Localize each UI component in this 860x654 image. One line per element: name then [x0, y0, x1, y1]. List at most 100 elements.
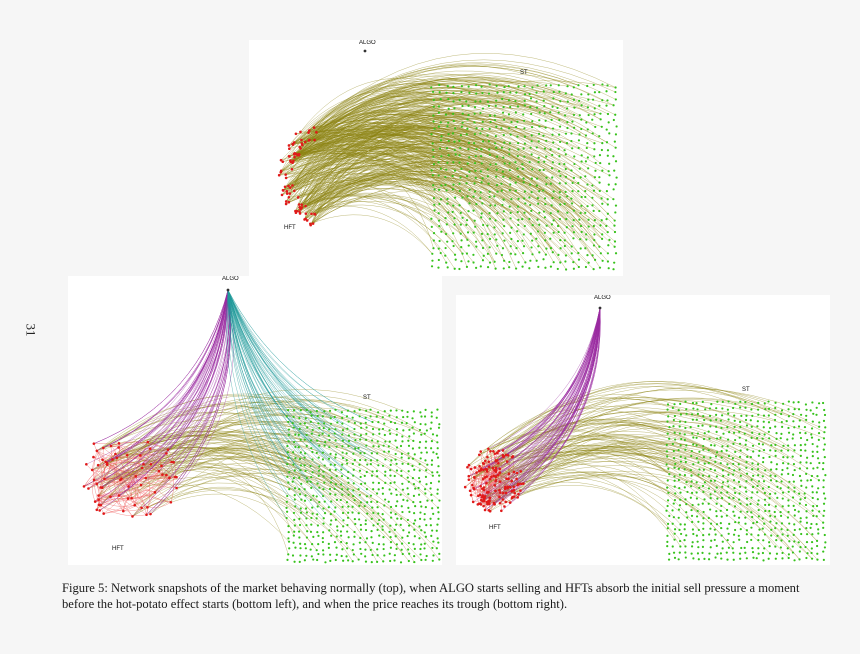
st-node	[775, 432, 778, 435]
st-node	[424, 446, 427, 449]
st-node	[787, 486, 790, 489]
st-node	[768, 541, 771, 544]
st-node	[461, 216, 464, 219]
st-node	[709, 479, 713, 482]
st-node	[577, 146, 580, 150]
st-node	[358, 541, 361, 544]
st-node	[473, 121, 476, 124]
st-node	[579, 224, 583, 228]
st-node	[615, 176, 618, 179]
st-node	[438, 423, 441, 426]
st-node	[514, 181, 517, 184]
st-node	[430, 493, 433, 496]
st-node	[737, 521, 740, 524]
st-node	[722, 474, 725, 478]
st-node	[458, 204, 461, 207]
st-node	[550, 118, 553, 122]
hft-node	[467, 478, 471, 481]
st-node	[466, 238, 469, 241]
st-node	[472, 231, 475, 234]
st-node	[363, 474, 366, 477]
st-node	[559, 203, 562, 206]
st-node	[613, 224, 616, 227]
st-node	[695, 481, 698, 484]
st-node	[481, 259, 485, 262]
st-node	[439, 167, 442, 170]
st-node	[369, 462, 372, 466]
st-node	[570, 139, 573, 143]
hft-node	[144, 476, 148, 480]
st-node	[667, 491, 670, 494]
st-node	[444, 254, 447, 257]
st-node	[503, 259, 506, 262]
st-node	[715, 544, 718, 548]
hft-node	[473, 466, 477, 469]
st-node	[531, 120, 534, 123]
st-node	[606, 198, 609, 201]
st-node	[721, 469, 725, 472]
st-node	[587, 98, 590, 101]
st-node	[696, 412, 699, 415]
st-node	[733, 419, 736, 422]
st-node	[751, 547, 754, 550]
hft-node	[491, 466, 495, 470]
st-node	[785, 420, 788, 423]
st-node	[727, 473, 730, 476]
st-node	[544, 202, 547, 206]
st-node	[364, 548, 367, 551]
hft-node	[149, 512, 152, 516]
hft-node	[517, 492, 520, 496]
st-node	[382, 444, 385, 447]
st-node	[732, 558, 735, 561]
st-node	[488, 83, 491, 86]
st-node	[701, 424, 704, 427]
st-node	[370, 536, 373, 539]
st-node	[774, 443, 777, 446]
st-node	[551, 176, 554, 179]
st-node	[359, 547, 362, 551]
st-node	[366, 463, 369, 466]
st-node	[420, 415, 423, 418]
st-node	[818, 510, 821, 513]
st-node	[591, 118, 594, 121]
st-node	[312, 535, 315, 538]
algo-node	[226, 288, 230, 292]
st-node	[407, 506, 410, 509]
st-node	[755, 436, 759, 440]
st-node	[389, 546, 392, 549]
st-node	[787, 504, 790, 507]
st-node	[751, 468, 754, 471]
st-node	[761, 437, 764, 440]
hft-node	[315, 131, 318, 134]
st-node	[806, 456, 809, 459]
st-node	[558, 170, 561, 173]
st-node	[501, 111, 505, 114]
st-node	[702, 415, 705, 418]
st-node	[430, 463, 433, 466]
st-node	[707, 516, 710, 520]
st-node	[558, 125, 562, 128]
st-node	[579, 176, 582, 179]
hft-node	[497, 461, 500, 465]
st-node	[334, 453, 337, 456]
st-node	[768, 497, 771, 500]
st-node	[453, 253, 457, 256]
st-node	[757, 480, 761, 483]
st-node	[474, 225, 477, 228]
st-node	[516, 210, 519, 214]
st-node	[591, 204, 594, 207]
st-node	[822, 521, 825, 524]
st-node	[388, 429, 391, 432]
hft-node	[311, 222, 315, 225]
st-node	[412, 432, 415, 435]
st-node	[365, 537, 369, 540]
hft-node	[299, 130, 302, 134]
st-node	[447, 211, 450, 214]
st-node	[733, 505, 737, 508]
st-node	[411, 426, 414, 429]
st-node	[792, 463, 796, 466]
st-node	[447, 139, 450, 143]
st-node	[336, 525, 339, 528]
hft-node	[82, 485, 86, 488]
st-node	[298, 416, 301, 420]
